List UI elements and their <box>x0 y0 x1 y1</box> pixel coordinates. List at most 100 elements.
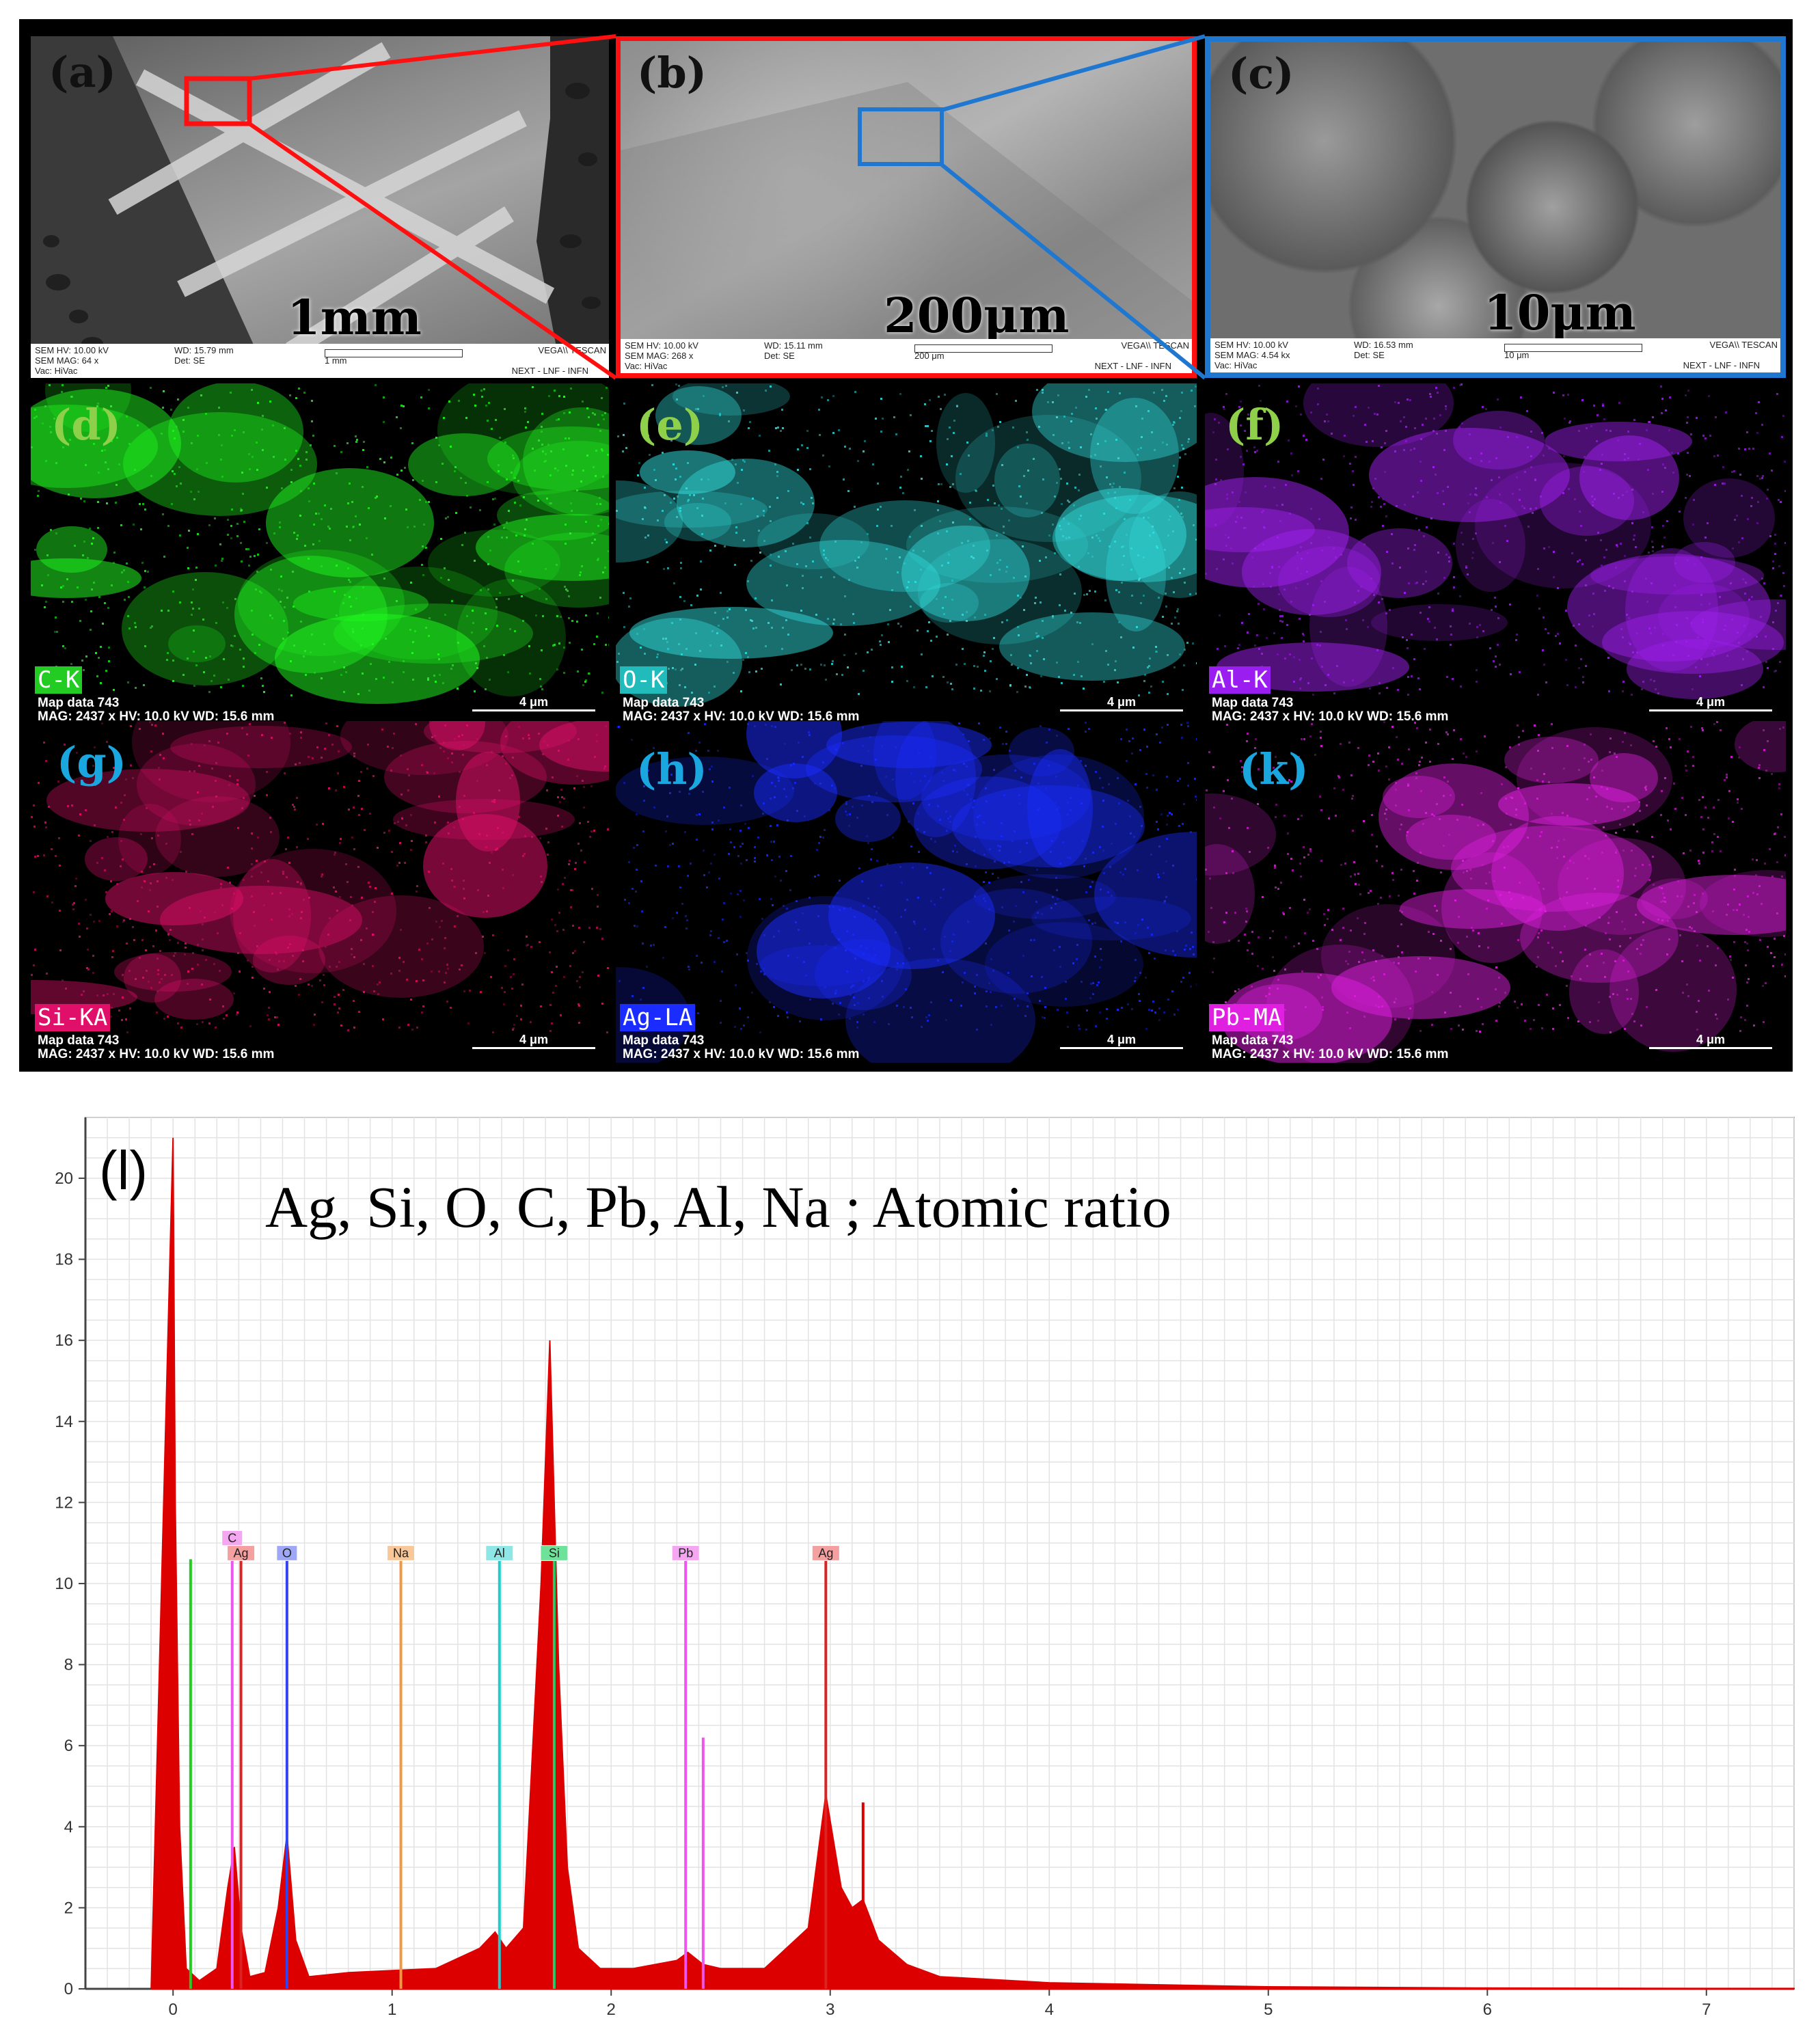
map-signal-dot <box>918 752 920 754</box>
map-signal-dot <box>1704 806 1707 809</box>
map-signal-dot <box>193 770 195 772</box>
map-signal-dot <box>552 992 554 994</box>
map-signal-dot <box>328 734 330 736</box>
map-signal-dot <box>861 804 863 806</box>
map-signal-dot <box>1437 492 1439 494</box>
map-signal-dot <box>403 961 405 963</box>
map-signal-dot <box>1420 1030 1422 1032</box>
map-signal-dot <box>498 470 500 472</box>
map-signal-dot <box>1702 619 1704 621</box>
map-signal-blob <box>31 558 141 598</box>
map-signal-dot <box>1131 1008 1133 1010</box>
map-signal-dot <box>177 1022 179 1024</box>
map-signal-dot <box>1382 498 1384 500</box>
map-signal-dot <box>462 754 464 756</box>
map-signal-dot <box>720 592 722 594</box>
map-signal-dot <box>588 416 590 418</box>
map-signal-dot <box>195 664 198 666</box>
map-signal-dot <box>1163 901 1165 904</box>
map-signal-dot <box>164 974 166 976</box>
map-signal-dot <box>910 414 912 416</box>
map-signal-dot <box>735 463 737 465</box>
map-signal-dot <box>983 854 986 856</box>
map-signal-dot <box>297 534 299 537</box>
map-signal-dot <box>1226 498 1228 500</box>
map-signal-dot <box>111 956 113 958</box>
map-signal-dot <box>1402 636 1404 638</box>
map-signal-dot <box>1350 929 1352 932</box>
map-signal-dot <box>877 508 879 511</box>
map-signal-dot <box>442 682 444 684</box>
map-signal-dot <box>599 430 601 432</box>
map-signal-dot <box>825 679 827 681</box>
map-signal-dot <box>802 575 804 577</box>
map-signal-dot <box>1701 727 1703 729</box>
map-signal-blob <box>155 796 280 877</box>
map-h-scale-bar: 4 μm <box>1060 1033 1183 1049</box>
map-signal-dot <box>94 784 96 786</box>
map-signal-dot <box>1715 1014 1717 1016</box>
map-signal-dot <box>437 653 439 655</box>
map-signal-dot <box>1498 977 1500 979</box>
map-signal-dot <box>1566 985 1568 987</box>
map-signal-dot <box>711 828 714 830</box>
map-signal-dot <box>1780 595 1782 597</box>
map-signal-dot <box>1195 593 1197 595</box>
map-signal-dot <box>1687 390 1689 392</box>
map-signal-dot <box>1599 469 1601 471</box>
map-signal-dot <box>564 586 566 588</box>
map-signal-dot <box>1318 518 1320 520</box>
map-signal-dot <box>1543 454 1545 457</box>
map-signal-blob <box>1369 428 1570 522</box>
map-signal-dot <box>258 528 260 530</box>
map-signal-blob <box>428 530 560 597</box>
map-signal-dot <box>1526 410 1528 412</box>
map-signal-dot <box>1469 433 1471 435</box>
map-signal-dot <box>1278 593 1280 595</box>
map-signal-dot <box>1288 779 1290 781</box>
map-signal-dot <box>245 548 247 550</box>
map-signal-dot <box>1762 985 1764 987</box>
map-signal-dot <box>1137 869 1139 871</box>
map-signal-dot <box>1450 1028 1452 1030</box>
map-signal-dot <box>180 483 182 485</box>
map-signal-blob <box>1674 542 1735 583</box>
map-signal-dot <box>809 537 811 539</box>
map-signal-blob <box>1627 639 1763 699</box>
map-signal-dot <box>454 470 456 472</box>
map-signal-dot <box>1679 738 1681 740</box>
map-signal-dot <box>334 591 336 593</box>
map-signal-dot <box>137 900 139 902</box>
map-signal-dot <box>1169 812 1171 814</box>
map-signal-dot <box>1215 478 1217 480</box>
map-signal-dot <box>1476 626 1478 628</box>
map-signal-dot <box>1185 945 1187 947</box>
map-signal-dot <box>1006 619 1008 621</box>
map-signal-dot <box>990 660 992 662</box>
map-signal-dot <box>605 644 607 646</box>
micrograph-figure: (a) 1mm SEM HV: 10.00 kV WD: 15.79 mm VE… <box>19 19 1793 1072</box>
map-signal-dot <box>1180 724 1182 726</box>
map-signal-dot <box>372 643 374 645</box>
map-signal-dot <box>1445 405 1447 407</box>
map-signal-dot <box>1391 872 1394 874</box>
map-signal-dot <box>849 813 851 815</box>
map-signal-dot <box>1226 493 1228 496</box>
map-signal-dot <box>1579 511 1581 513</box>
map-signal-dot <box>1012 426 1014 429</box>
map-signal-dot <box>355 435 357 437</box>
map-signal-dot <box>262 415 264 417</box>
map-signal-dot <box>1776 912 1778 914</box>
map-signal-dot <box>1143 517 1145 519</box>
panel-c-scale-text: 10μm <box>1484 284 1636 341</box>
chart-series <box>150 1137 1795 1990</box>
map-signal-dot <box>155 929 157 932</box>
map-signal-dot <box>1578 430 1580 432</box>
map-signal-dot <box>157 958 159 960</box>
map-signal-dot <box>1059 946 1061 948</box>
map-signal-dot <box>871 801 873 803</box>
map-signal-dot <box>506 521 508 524</box>
map-signal-dot <box>726 940 728 942</box>
map-signal-dot <box>1177 506 1179 508</box>
map-signal-dot <box>1415 582 1417 584</box>
